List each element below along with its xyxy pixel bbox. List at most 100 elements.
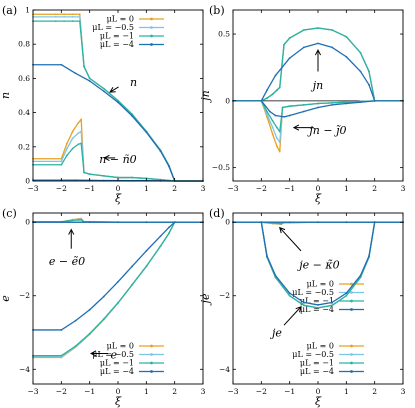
data-point bbox=[80, 142, 83, 145]
legend-marker bbox=[150, 17, 153, 21]
legend-marker bbox=[350, 291, 353, 294]
x-tick-label: 1 bbox=[344, 387, 349, 396]
legend-label: μL = −1 bbox=[100, 32, 134, 41]
x-tick-label: 0 bbox=[116, 184, 121, 193]
legend-marker bbox=[350, 282, 353, 286]
data-point bbox=[71, 20, 74, 23]
data-point bbox=[266, 255, 268, 257]
data-point bbox=[78, 15, 81, 18]
data-point bbox=[276, 145, 278, 148]
legend-label: μL = −0.5 bbox=[292, 350, 334, 359]
data-point bbox=[145, 249, 148, 252]
x-tick-label: 2 bbox=[372, 387, 377, 396]
y-tick-label: −2 bbox=[19, 291, 30, 300]
series-line bbox=[233, 27, 403, 102]
data-point bbox=[276, 137, 278, 140]
x-tick-label: −3 bbox=[27, 184, 38, 193]
x-axis-label: ξ bbox=[115, 395, 122, 408]
legend-marker bbox=[150, 344, 153, 348]
data-point bbox=[368, 83, 370, 86]
y-tick-label: 0.8 bbox=[18, 40, 30, 49]
data-point bbox=[345, 294, 348, 297]
x-tick-label: −2 bbox=[56, 184, 67, 193]
annotation-arrow bbox=[283, 306, 302, 326]
legend-marker bbox=[350, 308, 353, 311]
arrow-head bbox=[103, 154, 110, 161]
y-axis-label: je bbox=[199, 293, 212, 306]
y-tick-label: 0 bbox=[25, 177, 30, 186]
legend: μL = 0μL = −0.5μL = −1μL = −4 bbox=[92, 342, 164, 376]
data-point bbox=[317, 102, 319, 105]
x-tick-label: −3 bbox=[227, 387, 238, 396]
data-point bbox=[102, 87, 105, 90]
series-line bbox=[33, 221, 203, 357]
panel-a: (a) −3 −2 −1 0 1 2 3 0 0.2 0.4 0.6 0.8 1 ξ n n n − ñ0 μL =… bbox=[0, 4, 206, 205]
x-tick-label: 3 bbox=[401, 387, 406, 396]
panel-b: (b) −3 −2 −1 0 1 2 3 −0.5 0 0.5 ξ jn jn jn − j̃0 μL = 0… bbox=[199, 4, 406, 314]
legend: μL = 0μL = −0.5μL = −1μL = −4 bbox=[92, 15, 164, 49]
data-point bbox=[88, 221, 91, 224]
data-point bbox=[60, 329, 63, 331]
data-point bbox=[331, 301, 334, 304]
series-line bbox=[33, 221, 203, 359]
y-tick-label: 1 bbox=[25, 6, 30, 15]
data-point bbox=[302, 103, 305, 106]
legend: μL = 0μL = −0.5μL = −1μL = −4 bbox=[292, 280, 364, 314]
data-point bbox=[266, 113, 268, 116]
data-point bbox=[288, 114, 291, 117]
legend: μL = 0μL = −0.5μL = −1μL = −4 bbox=[292, 342, 364, 376]
data-point bbox=[54, 13, 57, 16]
data-point bbox=[117, 99, 119, 102]
annotation-label: jn bbox=[310, 79, 324, 92]
x-tick-label: 3 bbox=[401, 184, 406, 193]
data-point bbox=[66, 147, 68, 150]
y-axis-label: n bbox=[0, 92, 12, 99]
data-point bbox=[63, 20, 66, 23]
data-point bbox=[77, 143, 80, 146]
panel-label: (c) bbox=[2, 207, 17, 220]
data-point bbox=[288, 105, 291, 108]
data-point bbox=[260, 221, 263, 224]
arrow-head bbox=[109, 87, 116, 93]
data-point bbox=[359, 51, 362, 54]
data-point bbox=[88, 308, 91, 311]
arrow-head bbox=[292, 124, 300, 131]
data-point bbox=[63, 15, 66, 18]
x-tick-label: −2 bbox=[56, 387, 67, 396]
data-point bbox=[78, 20, 81, 23]
data-point bbox=[131, 176, 134, 179]
data-point bbox=[317, 106, 319, 109]
data-point bbox=[331, 29, 334, 31]
y-tick-label: −0.5 bbox=[212, 163, 230, 172]
data-point bbox=[60, 221, 63, 224]
data-point bbox=[168, 226, 170, 229]
data-point bbox=[60, 163, 63, 166]
data-point bbox=[266, 97, 268, 100]
data-point bbox=[102, 318, 105, 320]
arrow-head bbox=[314, 48, 322, 56]
legend-label: μL = 0 bbox=[307, 280, 334, 289]
data-point bbox=[271, 93, 274, 96]
annotation-label: jn − j̃0 bbox=[306, 124, 346, 137]
data-point bbox=[102, 295, 105, 298]
legend-label: μL = −4 bbox=[100, 367, 134, 376]
y-tick-label: 0.2 bbox=[18, 142, 30, 151]
x-tick-label: 3 bbox=[201, 184, 206, 193]
data-point bbox=[145, 265, 148, 268]
legend-marker bbox=[150, 26, 153, 29]
data-point bbox=[278, 130, 281, 133]
data-point bbox=[117, 101, 119, 104]
y-tick-label: 0.5 bbox=[218, 30, 230, 39]
data-point bbox=[345, 221, 348, 224]
data-point bbox=[317, 42, 319, 45]
annotation-label: e bbox=[110, 349, 117, 362]
data-point bbox=[88, 77, 91, 80]
x-tick-label: 2 bbox=[172, 184, 177, 193]
data-point bbox=[66, 142, 68, 145]
data-point bbox=[173, 221, 176, 224]
data-point bbox=[280, 222, 283, 225]
y-tick-label: −4 bbox=[219, 365, 230, 374]
series-line bbox=[33, 221, 203, 358]
data-point bbox=[271, 133, 274, 136]
